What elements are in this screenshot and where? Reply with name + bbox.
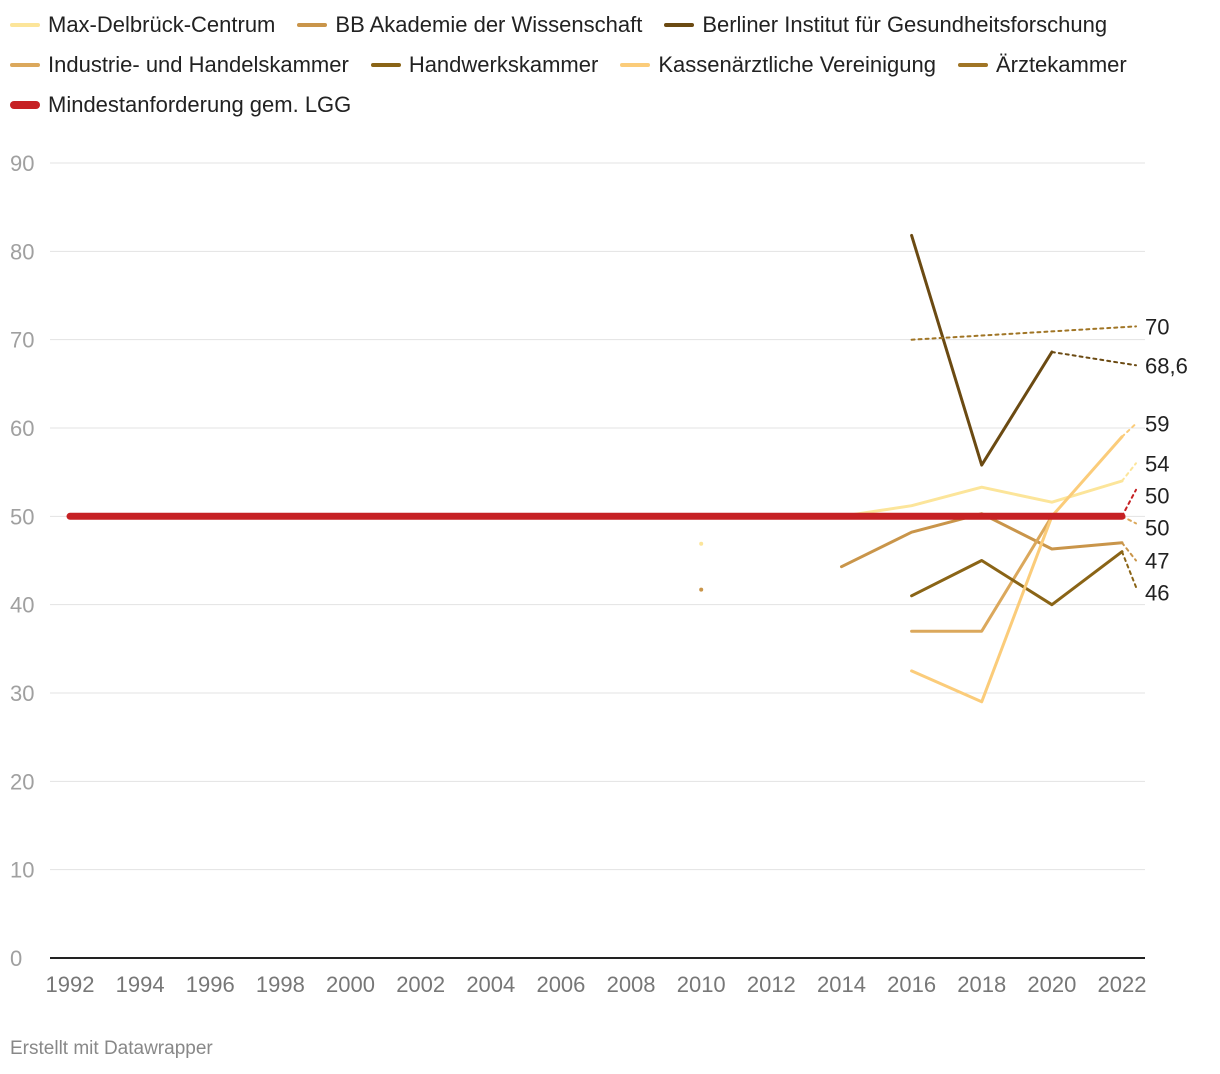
x-tick-label: 2000 bbox=[326, 972, 375, 997]
legend-item: Handwerkskammer bbox=[370, 52, 599, 78]
y-tick-label: 90 bbox=[10, 151, 34, 176]
legend-label: Handwerkskammer bbox=[408, 52, 599, 77]
y-tick-label: 20 bbox=[10, 769, 34, 794]
end-label: 50 bbox=[1145, 515, 1169, 540]
series-1-point bbox=[699, 587, 704, 592]
y-tick-label: 40 bbox=[10, 593, 34, 618]
end-label: 47 bbox=[1145, 549, 1169, 574]
series-6-projection bbox=[910, 325, 1137, 341]
end-label: 54 bbox=[1145, 451, 1169, 476]
x-tick-label: 2022 bbox=[1098, 972, 1147, 997]
series-5-line bbox=[910, 435, 1124, 704]
x-tick-label: 2012 bbox=[747, 972, 796, 997]
legend-swatch bbox=[10, 63, 40, 67]
series-5-projection bbox=[1121, 422, 1137, 438]
x-tick-label: 1994 bbox=[116, 972, 165, 997]
x-tick-label: 2002 bbox=[396, 972, 445, 997]
series-2-line bbox=[910, 233, 1054, 467]
legend-label: BB Akademie der Wissenschaft bbox=[335, 12, 643, 37]
end-label: 50 bbox=[1145, 483, 1169, 508]
legend-swatch bbox=[10, 101, 40, 109]
legend-item: Berliner Institut für Gesundheitsforschu… bbox=[664, 12, 1107, 38]
x-tick-label: 2006 bbox=[536, 972, 585, 997]
series-7-projection bbox=[1121, 488, 1137, 518]
y-tick-label: 30 bbox=[10, 681, 34, 706]
legend-label: Kassenärztliche Vereinigung bbox=[658, 52, 936, 77]
legend-swatch bbox=[297, 23, 328, 27]
legend-label: Berliner Institut für Gesundheitsforschu… bbox=[702, 12, 1108, 37]
x-tick-label: 2008 bbox=[607, 972, 656, 997]
legend-item: Industrie- und Handelskammer bbox=[10, 52, 349, 78]
x-tick-label: 2016 bbox=[887, 972, 936, 997]
y-tick-label: 60 bbox=[10, 416, 34, 441]
x-tick-label: 1992 bbox=[46, 972, 95, 997]
legend-swatch bbox=[370, 63, 401, 67]
series-4-line bbox=[910, 550, 1124, 607]
y-tick-label: 80 bbox=[10, 239, 34, 264]
series-0-projection bbox=[1121, 462, 1137, 482]
legend-swatch bbox=[620, 63, 651, 67]
series-1-projection bbox=[1121, 541, 1137, 562]
x-tick-label: 2018 bbox=[957, 972, 1006, 997]
legend-label: Industrie- und Handelskammer bbox=[48, 52, 349, 77]
y-tick-label: 10 bbox=[10, 858, 34, 883]
legend-item: Ärztekammer bbox=[957, 52, 1127, 78]
series-0-line bbox=[840, 479, 1124, 518]
x-tick-label: 2010 bbox=[677, 972, 726, 997]
x-tick-label: 1996 bbox=[186, 972, 235, 997]
legend-item: Max-Delbrück-Centrum bbox=[10, 12, 275, 38]
end-label: 70 bbox=[1145, 314, 1169, 339]
legend-item: Kassenärztliche Vereinigung bbox=[620, 52, 936, 78]
credit-text: Erstellt mit Datawrapper bbox=[10, 1038, 213, 1059]
legend-item: Mindestanforderung gem. LGG bbox=[10, 92, 351, 118]
end-label: 46 bbox=[1145, 581, 1169, 606]
series-0-point bbox=[699, 541, 704, 546]
series-4-projection bbox=[1121, 550, 1137, 588]
end-label: 68,6 bbox=[1145, 353, 1188, 378]
x-tick-label: 1998 bbox=[256, 972, 305, 997]
legend-swatch bbox=[664, 23, 695, 27]
y-tick-label: 0 bbox=[10, 946, 22, 971]
legend-label: Max-Delbrück-Centrum bbox=[48, 12, 276, 37]
legend-label: Mindestanforderung gem. LGG bbox=[48, 92, 352, 117]
chart-legend: Max-Delbrück-Centrum BB Akademie der Wiss… bbox=[10, 12, 1215, 118]
legend-swatch bbox=[10, 23, 40, 27]
x-tick-label: 2004 bbox=[466, 972, 515, 997]
legend-item: BB Akademie der Wissenschaft bbox=[297, 12, 642, 38]
x-tick-label: 2020 bbox=[1027, 972, 1076, 997]
series-1-line bbox=[840, 512, 1124, 569]
x-tick-label: 2014 bbox=[817, 972, 866, 997]
y-tick-label: 50 bbox=[10, 504, 34, 529]
series-2-projection bbox=[1050, 351, 1137, 367]
end-label: 59 bbox=[1145, 412, 1169, 437]
y-tick-label: 70 bbox=[10, 328, 34, 353]
legend-swatch bbox=[957, 63, 988, 67]
legend-label: Ärztekammer bbox=[995, 52, 1127, 77]
